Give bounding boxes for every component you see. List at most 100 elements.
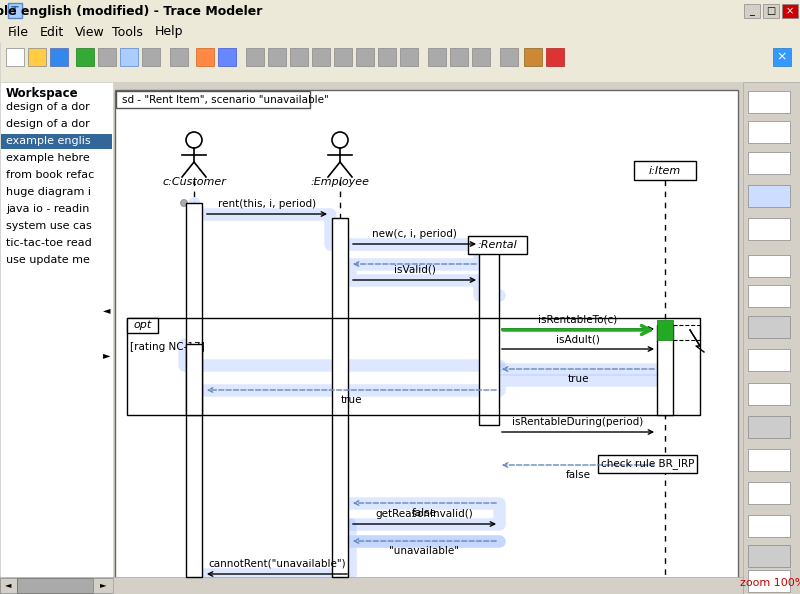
Text: [rating NC-17]: [rating NC-17]	[130, 342, 205, 352]
Bar	[0, 0, 800, 22]
Bar	[186, 344, 202, 415]
Text: Help: Help	[155, 26, 183, 39]
Text: View: View	[75, 26, 105, 39]
Bar	[142, 48, 160, 66]
Bar	[115, 90, 738, 578]
Bar	[743, 82, 800, 594]
Bar	[127, 318, 700, 415]
Bar	[113, 578, 130, 593]
Bar	[312, 48, 330, 66]
Bar	[748, 383, 790, 405]
Bar	[748, 185, 790, 207]
Text: Tools: Tools	[112, 26, 143, 39]
Bar	[17, 578, 93, 593]
Bar	[472, 48, 490, 66]
Circle shape	[181, 200, 187, 207]
Bar	[246, 48, 264, 66]
Bar	[378, 48, 396, 66]
Bar	[120, 48, 138, 66]
Bar	[0, 22, 800, 42]
Bar	[400, 48, 418, 66]
Text: ►: ►	[100, 580, 106, 589]
Bar	[0, 578, 17, 593]
Text: ◄: ◄	[5, 580, 11, 589]
Bar	[524, 48, 542, 66]
Text: :Employee: :Employee	[310, 177, 370, 187]
Bar	[76, 48, 94, 66]
Text: _: _	[750, 6, 754, 16]
Bar	[428, 48, 446, 66]
Text: example englis: example englis	[6, 136, 90, 146]
Bar	[748, 570, 790, 592]
Bar	[748, 91, 790, 113]
Text: huge diagram i: huge diagram i	[6, 187, 91, 197]
Text: isValid(): isValid()	[394, 265, 435, 275]
Text: cannotRent("unavailable"): cannotRent("unavailable")	[208, 559, 346, 569]
Bar	[748, 255, 790, 277]
Bar	[748, 515, 790, 537]
Bar	[170, 48, 188, 66]
Text: isAdult(): isAdult()	[556, 334, 600, 344]
Text: design of a dor: design of a dor	[6, 119, 90, 129]
Bar	[196, 48, 214, 66]
Text: tic-tac-toe read: tic-tac-toe read	[6, 238, 92, 248]
Text: example english (modified) - Trace Modeler: example english (modified) - Trace Model…	[0, 5, 262, 17]
Text: T: T	[11, 6, 19, 16]
Bar	[6, 48, 24, 66]
Text: Edit: Edit	[40, 26, 64, 39]
Text: true: true	[341, 395, 362, 405]
Text: ×: ×	[786, 6, 794, 16]
Text: i:Item: i:Item	[649, 166, 681, 175]
Bar	[0, 82, 113, 594]
Bar	[127, 318, 158, 333]
Text: zoom 100%: zoom 100%	[740, 578, 800, 588]
Bar	[748, 218, 790, 240]
Bar	[546, 48, 564, 66]
Bar	[332, 218, 348, 577]
Bar	[748, 416, 790, 438]
Text: ►: ►	[103, 350, 110, 360]
Bar	[748, 349, 790, 371]
Text: design of a dor: design of a dor	[6, 102, 90, 112]
Bar	[773, 48, 791, 66]
Bar	[748, 482, 790, 504]
Bar	[450, 48, 468, 66]
Bar	[748, 152, 790, 174]
Text: sd - "Rent Item", scenario "unavailable": sd - "Rent Item", scenario "unavailable"	[122, 94, 329, 105]
Text: "unavailable": "unavailable"	[390, 546, 459, 556]
Text: system use cas: system use cas	[6, 221, 92, 231]
Bar	[657, 320, 673, 340]
Text: true: true	[567, 374, 589, 384]
Bar	[0, 42, 800, 82]
Bar	[657, 325, 673, 415]
Bar	[748, 121, 790, 143]
Bar	[727, 578, 743, 593]
Bar	[218, 48, 236, 66]
Text: rent(this, i, period): rent(this, i, period)	[218, 199, 316, 209]
Text: example hebre: example hebre	[6, 153, 90, 163]
Bar	[598, 455, 697, 473]
Bar	[500, 48, 518, 66]
Bar	[93, 578, 113, 593]
Bar	[8, 3, 22, 18]
Text: File: File	[8, 26, 29, 39]
Bar	[634, 161, 696, 180]
Bar	[479, 245, 499, 425]
Bar	[186, 203, 202, 577]
Text: use update me: use update me	[6, 255, 90, 265]
Bar	[744, 4, 760, 18]
Text: ◄: ◄	[103, 305, 110, 315]
Bar	[748, 285, 790, 307]
Text: Workspace: Workspace	[6, 87, 78, 100]
Text: check rule BR_IRP: check rule BR_IRP	[601, 459, 694, 469]
Bar	[763, 4, 779, 18]
Text: ×: ×	[777, 50, 787, 64]
Text: getReasonInvalid(): getReasonInvalid()	[376, 509, 474, 519]
Bar	[113, 577, 743, 594]
Text: □: □	[766, 6, 776, 16]
Text: false: false	[412, 508, 437, 518]
Text: java io - readin: java io - readin	[6, 204, 90, 214]
Text: opt: opt	[134, 321, 152, 330]
Bar	[334, 48, 352, 66]
Bar	[116, 91, 310, 108]
